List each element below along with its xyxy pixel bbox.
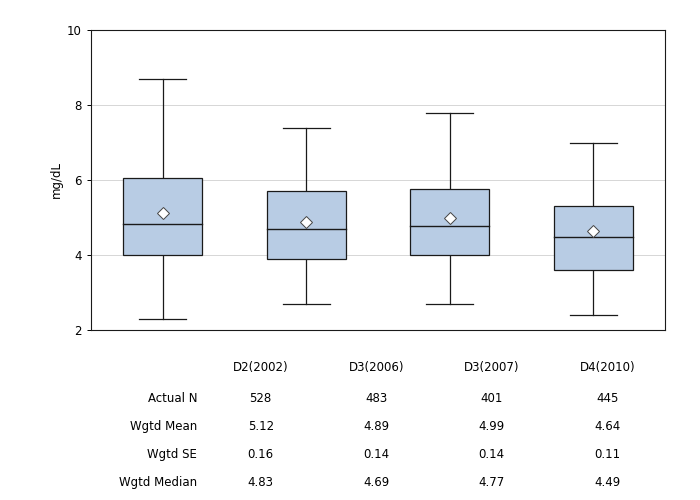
Text: D4(2010): D4(2010) [580, 362, 635, 374]
Text: 4.89: 4.89 [363, 420, 389, 434]
Text: 445: 445 [596, 392, 618, 406]
Text: 4.99: 4.99 [479, 420, 505, 434]
Text: 4.77: 4.77 [479, 476, 505, 489]
Text: 0.14: 0.14 [479, 448, 505, 461]
Text: 0.14: 0.14 [363, 448, 389, 461]
Text: 528: 528 [250, 392, 272, 406]
Text: Actual N: Actual N [148, 392, 197, 406]
Text: 483: 483 [365, 392, 387, 406]
Text: 5.12: 5.12 [248, 420, 274, 434]
Bar [410, 190, 489, 255]
Text: 401: 401 [480, 392, 503, 406]
Text: D2(2002): D2(2002) [233, 362, 288, 374]
Text: Wgtd SE: Wgtd SE [147, 448, 197, 461]
Text: 4.69: 4.69 [363, 476, 389, 489]
Text: 0.16: 0.16 [248, 448, 274, 461]
Text: D3(2006): D3(2006) [349, 362, 404, 374]
Text: Wgtd Median: Wgtd Median [119, 476, 197, 489]
Text: Wgtd Mean: Wgtd Mean [130, 420, 197, 434]
Text: 4.83: 4.83 [248, 476, 274, 489]
Y-axis label: mg/dL: mg/dL [50, 162, 63, 198]
Bar [267, 191, 346, 259]
Text: D3(2007): D3(2007) [464, 362, 519, 374]
Bar [123, 178, 202, 255]
Bar [554, 206, 633, 270]
Text: 0.11: 0.11 [594, 448, 620, 461]
Text: 4.49: 4.49 [594, 476, 620, 489]
Text: 4.64: 4.64 [594, 420, 620, 434]
